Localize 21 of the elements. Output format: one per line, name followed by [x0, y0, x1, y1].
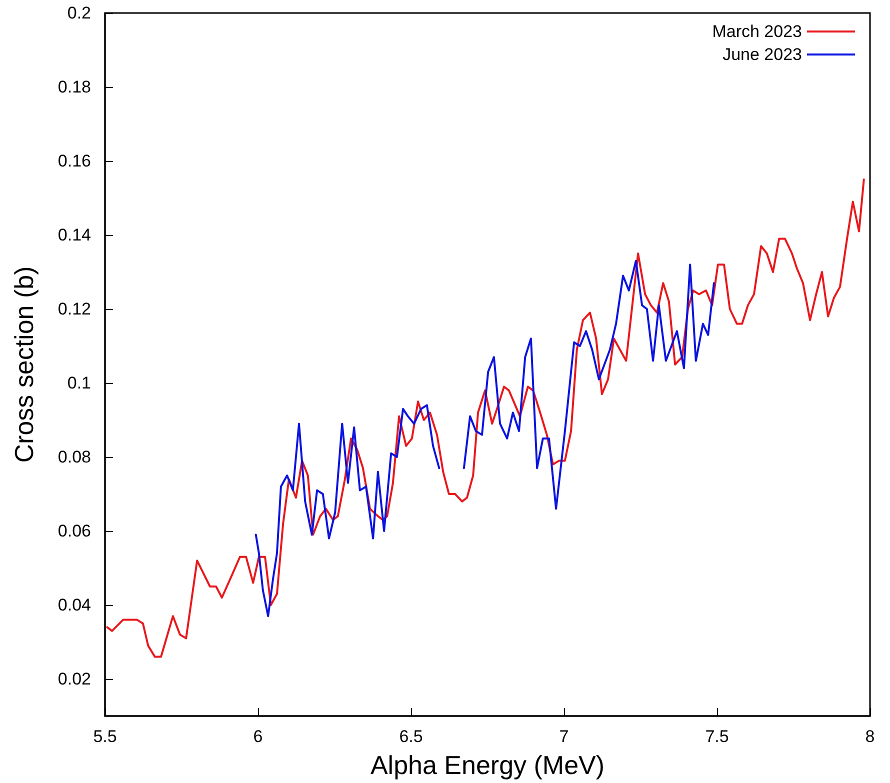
y-tick-label: 0.02 [58, 670, 91, 688]
y-tick-label: 0.18 [58, 78, 91, 96]
y-tick-label: 0.16 [58, 152, 91, 170]
x-tick-label: 7 [559, 727, 569, 746]
y-axis-title: Cross section (b) [9, 266, 39, 463]
y-tick-label: 0.06 [58, 522, 91, 540]
x-axis-title: Alpha Energy (MeV) [370, 750, 605, 780]
x-tick-label: 8 [865, 727, 875, 746]
y-tick-label: 0.12 [58, 300, 91, 318]
legend-label: June 2023 [722, 45, 802, 64]
legend-label: March 2023 [712, 22, 802, 41]
x-tick-label: 6 [253, 727, 263, 746]
x-tick-label: 6.5 [399, 727, 423, 746]
line-series [106, 178, 865, 658]
y-tick-label: 0.04 [58, 596, 91, 614]
y-tick-label: 0.2 [67, 4, 91, 22]
y-tick-label: 0.08 [58, 448, 91, 466]
x-tick-label: 7.5 [705, 727, 729, 746]
y-tick-label: 0.1 [67, 374, 91, 392]
x-tick-label: 5.5 [93, 727, 117, 746]
y-tick-label: 0.14 [58, 226, 91, 244]
